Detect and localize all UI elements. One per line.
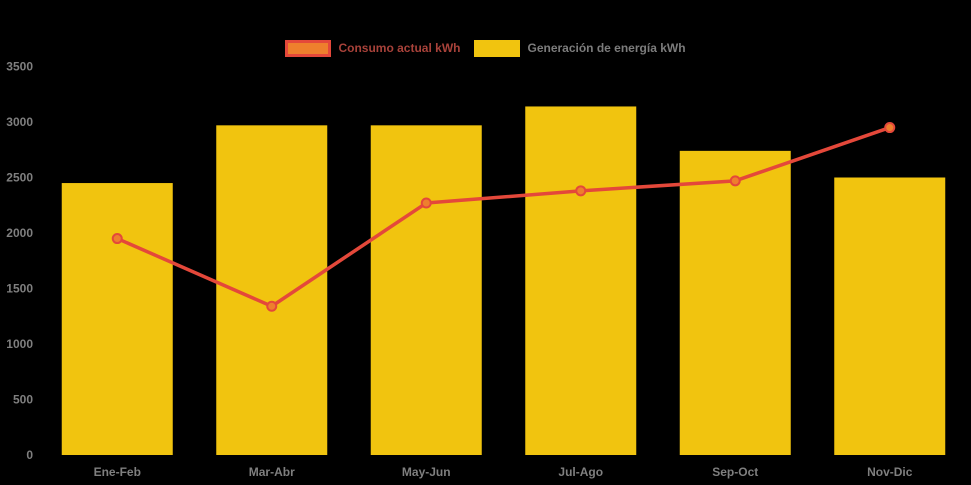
legend-swatch-consumo-icon [285, 40, 332, 57]
x-axis-label: Jul-Ago [558, 465, 603, 479]
chart-legend: Consumo actual kWh Generación de energía… [0, 40, 971, 57]
consumption-line [115, 125, 892, 309]
data-point-Ene-Feb[interactable] [111, 233, 123, 245]
y-tick-label: 2000 [6, 226, 33, 240]
bar-Sep-Oct[interactable] [679, 150, 791, 456]
y-tick-label: 1500 [6, 282, 33, 296]
y-tick-label: 3000 [6, 115, 33, 129]
legend-label-generacion: Generación de energía kWh [527, 41, 686, 55]
legend-item-generacion[interactable]: Generación de energía kWh [474, 40, 686, 57]
data-point-Sep-Oct[interactable] [729, 175, 741, 187]
x-axis-label: May-Jun [402, 465, 451, 479]
x-axis-label: Mar-Abr [249, 465, 295, 479]
x-axis-label: Ene-Feb [94, 465, 141, 479]
x-axis-label: Sep-Oct [712, 465, 758, 479]
data-point-Nov-Dic[interactable] [884, 122, 896, 134]
y-tick-label: 0 [26, 448, 33, 462]
y-tick-label: 2500 [6, 171, 33, 185]
bar-Ene-Feb[interactable] [61, 183, 173, 456]
y-tick-label: 500 [13, 393, 33, 407]
data-point-Jul-Ago[interactable] [575, 185, 587, 197]
legend-label-consumo: Consumo actual kWh [338, 41, 461, 55]
bar-Jul-Ago[interactable] [525, 106, 637, 456]
y-tick-label: 3500 [6, 60, 33, 74]
legend-swatch-generacion-icon [474, 40, 521, 57]
legend-item-consumo[interactable]: Consumo actual kWh [285, 40, 460, 57]
bar-Nov-Dic[interactable] [834, 177, 946, 456]
bar-May-Jun[interactable] [370, 125, 482, 455]
x-axis-label: Nov-Dic [867, 465, 913, 479]
data-point-Mar-Abr[interactable] [266, 300, 278, 312]
data-point-May-Jun[interactable] [420, 197, 432, 209]
y-tick-label: 1000 [6, 337, 33, 351]
